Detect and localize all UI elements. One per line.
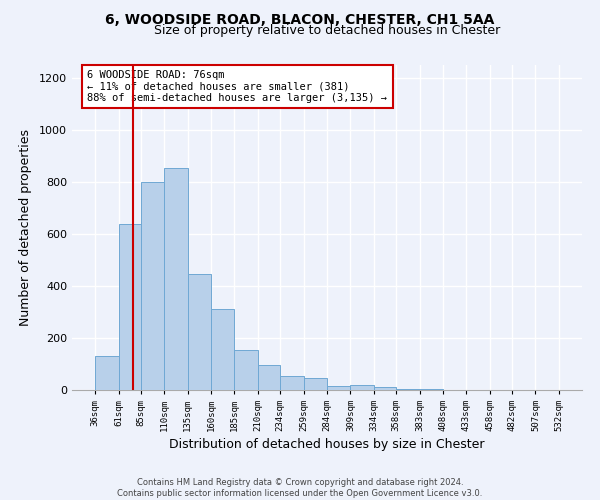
Bar (258, 366, 280, 390)
Bar (164, 168, 188, 390)
Bar (188, 274, 211, 390)
Bar (95, 356, 119, 390)
Bar (141, 182, 164, 390)
Bar (350, 385, 374, 390)
Text: 6 WOODSIDE ROAD: 76sqm
← 11% of detached houses are smaller (381)
88% of semi-de: 6 WOODSIDE ROAD: 76sqm ← 11% of detached… (88, 70, 388, 103)
Text: Contains HM Land Registry data © Crown copyright and database right 2024.
Contai: Contains HM Land Registry data © Crown c… (118, 478, 482, 498)
Bar (235, 350, 258, 390)
Bar (374, 388, 396, 390)
Bar (119, 224, 141, 390)
Text: 6, WOODSIDE ROAD, BLACON, CHESTER, CH1 5AA: 6, WOODSIDE ROAD, BLACON, CHESTER, CH1 5… (106, 12, 494, 26)
Bar (211, 310, 235, 390)
Bar (304, 378, 327, 390)
Y-axis label: Number of detached properties: Number of detached properties (19, 129, 32, 326)
Bar (280, 376, 304, 390)
X-axis label: Distribution of detached houses by size in Chester: Distribution of detached houses by size … (169, 438, 485, 451)
Bar (327, 386, 350, 390)
Bar (396, 388, 419, 390)
Title: Size of property relative to detached houses in Chester: Size of property relative to detached ho… (154, 24, 500, 38)
